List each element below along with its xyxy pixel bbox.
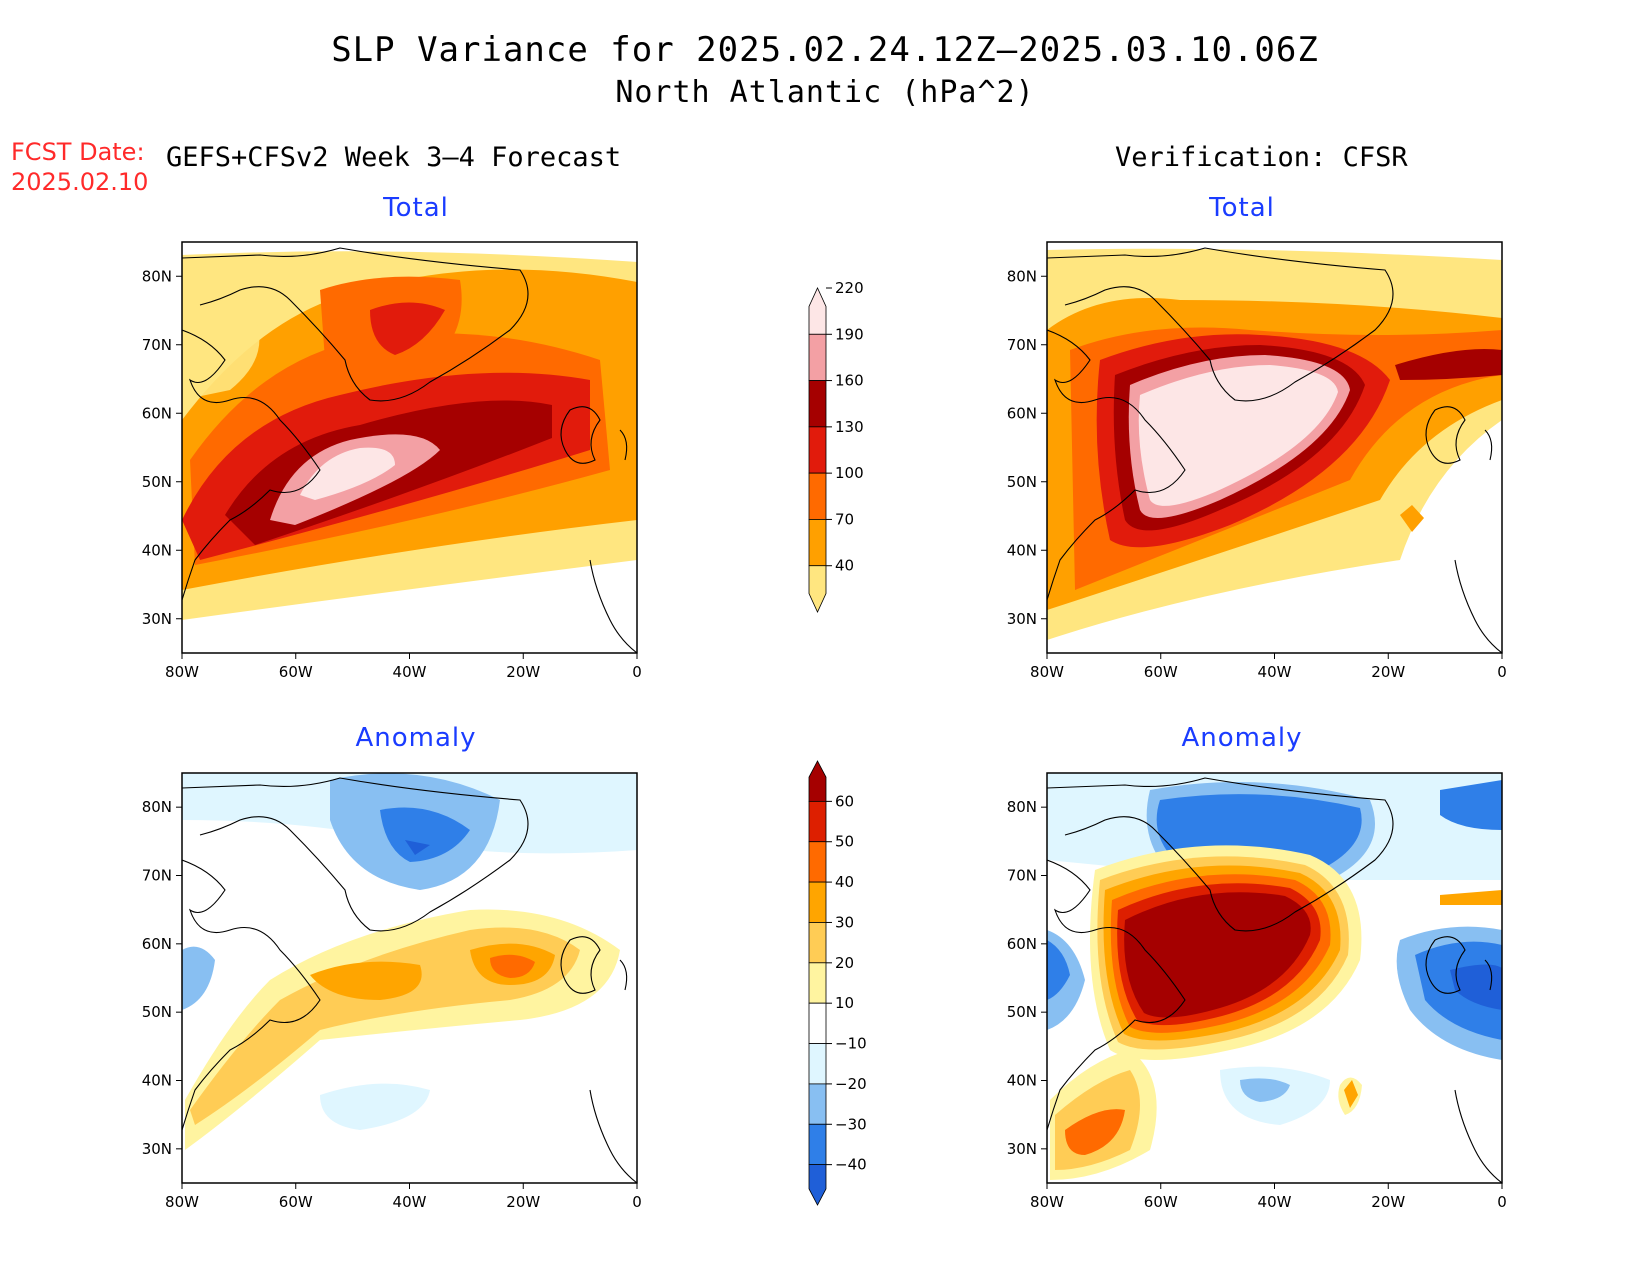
colorbar-label: 100: [835, 464, 864, 482]
lat-label: 50N: [142, 473, 172, 491]
lat-label: 80N: [142, 798, 172, 816]
colorbar-segment: [808, 881, 827, 923]
colorbar-label: −40: [835, 1156, 867, 1174]
map-axes: 80N 70N 60N 50N 40N 30N 80W 60W 40W 20W 0 80N 70N 60N…: [142, 267, 1507, 1211]
lon-label: 80W: [165, 663, 199, 681]
colorbar-segment: [808, 800, 827, 843]
colorbar-segment: [808, 472, 827, 520]
colorbar-segment: [808, 426, 827, 474]
lon-label: 60W: [279, 1193, 313, 1211]
lon-label: 80W: [1030, 1193, 1064, 1211]
lat-label: 60N: [142, 404, 172, 422]
lat-label: 70N: [142, 867, 172, 885]
lon-label: 40W: [393, 663, 427, 681]
lat-label: 30N: [1007, 610, 1037, 628]
lon-label: 60W: [1144, 1193, 1178, 1211]
lon-label: 40W: [1258, 663, 1292, 681]
lat-label: 70N: [142, 336, 172, 354]
colorbar-segment: [808, 519, 827, 567]
lon-label: 0: [1497, 1193, 1507, 1211]
lat-label: 60N: [1007, 404, 1037, 422]
lat-label: 70N: [1007, 336, 1037, 354]
map-panel-forecast-total: [182, 242, 637, 653]
colorbars: 40 70 100 130 160 190 220 −40 −30 −20 −10 10 20 30 40 5…: [808, 279, 867, 1206]
colorbar-cap: [808, 760, 827, 802]
map-panel-verification-total: [1047, 242, 1502, 653]
colorbar-label: 220: [835, 279, 864, 297]
lat-label: 80N: [1007, 798, 1037, 816]
lon-label: 60W: [279, 663, 313, 681]
colorbar-label: 60: [835, 792, 854, 810]
lon-label: 60W: [1144, 663, 1178, 681]
colorbar-segment: [808, 380, 827, 428]
colorbar-label: 190: [835, 325, 864, 343]
lat-label: 40N: [1007, 541, 1037, 559]
colorbar-label: 20: [835, 954, 854, 972]
colorbar-cap: [808, 287, 827, 335]
colorbar-label: 70: [835, 510, 854, 528]
colorbar-total: 40 70 100 130 160 190 220: [808, 279, 864, 613]
lon-label: 0: [1497, 663, 1507, 681]
lat-label: 60N: [1007, 935, 1037, 953]
panel-title-forecast-anomaly: Anomaly: [355, 723, 477, 753]
lat-label: 80N: [142, 267, 172, 285]
fcst-date-label: FCST Date:: [11, 138, 145, 166]
colorbar-segment: [808, 1083, 827, 1125]
fcst-date-value: 2025.02.10: [11, 168, 149, 196]
colorbar-label: 40: [835, 557, 854, 575]
colorbar-label: −20: [835, 1075, 867, 1093]
forecast-column-header: GEFS+CFSv2 Week 3–4 Forecast: [166, 142, 622, 173]
panel-title-verification-total: Total: [1209, 193, 1275, 223]
lat-label: 30N: [142, 1140, 172, 1158]
panel-title-verification-anomaly: Anomaly: [1181, 723, 1303, 753]
lon-label: 0: [632, 1193, 642, 1211]
lat-label: 50N: [1007, 473, 1037, 491]
verification-column-header: Verification: CFSR: [1115, 142, 1408, 173]
colorbar-segment: [808, 922, 827, 964]
lon-label: 40W: [1258, 1193, 1292, 1211]
lat-label: 70N: [1007, 867, 1037, 885]
lat-label: 50N: [142, 1003, 172, 1021]
map-panel-verification-anomaly: [1047, 773, 1502, 1183]
lat-label: 30N: [1007, 1140, 1037, 1158]
figure-title: SLP Variance for 2025.02.24.12Z–2025.03.…: [331, 30, 1319, 70]
colorbar-label: 40: [835, 873, 854, 891]
colorbar-cap: [808, 565, 827, 613]
coastline-forecast-total: [182, 247, 637, 653]
colorbar-label: 160: [835, 372, 864, 390]
lon-label: 40W: [393, 1193, 427, 1211]
lat-label: 60N: [142, 935, 172, 953]
lon-label: 20W: [1371, 663, 1405, 681]
colorbar-anomaly: −40 −30 −20 −10 10 20 30 40 50 60: [808, 760, 867, 1206]
colorbar-segment: [808, 841, 827, 883]
figure-subtitle: North Atlantic (hPa^2): [615, 75, 1035, 110]
lon-label: 0: [632, 663, 642, 681]
colorbar-label: 130: [835, 418, 864, 436]
lon-label: 80W: [165, 1193, 199, 1211]
panel-title-forecast-total: Total: [383, 193, 449, 223]
lon-label: 20W: [506, 663, 540, 681]
colorbar-segment: [808, 1002, 827, 1044]
colorbar-segment: [808, 333, 827, 381]
colorbar-label: 10: [835, 994, 854, 1012]
lon-label: 20W: [506, 1193, 540, 1211]
lat-label: 50N: [1007, 1003, 1037, 1021]
lat-label: 80N: [1007, 267, 1037, 285]
lon-label: 80W: [1030, 663, 1064, 681]
lat-label: 30N: [142, 610, 172, 628]
lat-label: 40N: [142, 541, 172, 559]
colorbar-segment: [808, 1123, 827, 1166]
lat-label: 40N: [1007, 1072, 1037, 1090]
colorbar-label: 50: [835, 833, 854, 851]
colorbar-label: −30: [835, 1115, 867, 1133]
colorbar-segment: [808, 962, 827, 1004]
map-panel-forecast-anomaly: [182, 773, 637, 1183]
lon-label: 20W: [1371, 1193, 1405, 1211]
colorbar-label: −10: [835, 1035, 867, 1053]
lat-label: 40N: [142, 1072, 172, 1090]
colorbar-cap: [808, 1164, 827, 1206]
colorbar-label: 30: [835, 913, 854, 931]
colorbar-segment: [808, 1043, 827, 1085]
